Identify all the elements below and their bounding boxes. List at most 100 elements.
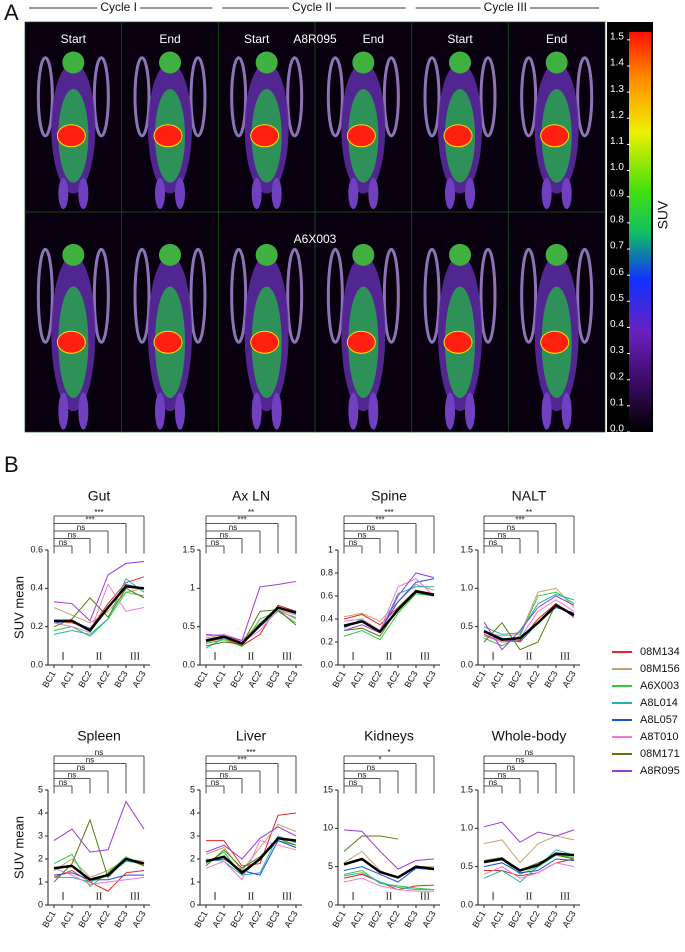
arm <box>479 56 497 138</box>
x-tick-label: AC1 <box>210 909 227 929</box>
subject-line <box>483 849 575 883</box>
leg <box>561 177 572 210</box>
colorbar <box>629 32 651 432</box>
organ <box>250 330 280 354</box>
cycle-annotation: II <box>526 651 533 662</box>
chart-title: Spleen <box>77 728 121 744</box>
cycle-annotation: II <box>248 651 255 662</box>
cycle-annotation: II <box>96 891 103 902</box>
leg <box>465 177 475 210</box>
y-tick-label: 1.5 <box>460 544 473 554</box>
leg <box>445 392 455 430</box>
arm <box>326 56 344 138</box>
significance-label: ns <box>229 523 237 532</box>
leg <box>465 392 475 430</box>
y-tick-label: 0.2 <box>30 621 43 631</box>
leg <box>175 392 185 430</box>
subject-line <box>205 580 297 642</box>
x-tick-label: AC1 <box>348 909 365 929</box>
significance-label: ns <box>525 748 533 757</box>
cycle-annotation: I <box>213 891 216 902</box>
x-tick-label: BC3 <box>264 669 281 689</box>
column-label: Start <box>244 32 270 46</box>
x-tick-label: BC1 <box>470 669 487 689</box>
cycle-annotation: I <box>213 651 216 662</box>
colorbar-label: SUV <box>655 200 671 229</box>
x-tick-label: BC3 <box>112 669 129 689</box>
subject-line <box>205 839 297 876</box>
x-tick-label: AC3 <box>282 909 299 929</box>
significance-label: ns <box>59 778 67 787</box>
y-tick-label: 0 <box>190 899 195 909</box>
mean-line <box>54 585 145 633</box>
subject-line <box>343 578 435 632</box>
y-tick-label: 0.4 <box>30 583 43 593</box>
organ <box>540 330 570 354</box>
subject-line <box>343 586 434 634</box>
significance-label: * <box>387 748 390 757</box>
significance-label: ns <box>229 763 237 772</box>
colorbar-tick-label: 0.9 <box>610 188 624 199</box>
organ <box>346 124 376 148</box>
y-tick-label: 0.6 <box>320 590 333 600</box>
subject-line <box>343 829 435 870</box>
cycle-annotation: III <box>130 891 140 902</box>
colorbar-tick-label: 0.8 <box>610 214 624 225</box>
cycle-annotation: III <box>420 891 430 902</box>
leg <box>155 177 165 210</box>
cycle-annotation: II <box>526 891 533 902</box>
cycle-annotation: I <box>351 891 354 902</box>
leg <box>348 392 359 430</box>
significance-label: *** <box>237 756 246 765</box>
cycle-label: Cycle III <box>484 0 527 14</box>
subject-line <box>343 873 435 891</box>
significance-label: ns <box>68 771 76 780</box>
arm <box>92 247 110 344</box>
arm <box>133 56 151 138</box>
y-tick-label: 0.2 <box>320 636 333 646</box>
y-tick-label: 5 <box>328 861 333 871</box>
legend-label: A8T010 <box>640 731 679 743</box>
arm <box>576 247 594 344</box>
x-tick-label: BC2 <box>76 909 93 929</box>
mean-line <box>343 857 435 879</box>
significance-label: ns <box>367 763 375 772</box>
x-tick-label: BC1 <box>330 909 347 929</box>
colorbar-tick-label: 1.2 <box>610 110 624 121</box>
head <box>545 243 568 266</box>
legend-label: 08M134 <box>640 646 680 658</box>
y-tick-label: 5 <box>190 784 195 794</box>
y-tick-label: 0 <box>328 899 333 909</box>
column-label: Start <box>447 32 473 46</box>
cycle-annotation: II <box>248 891 255 902</box>
x-tick-label: BC3 <box>542 909 559 929</box>
chart-title: Ax LN <box>232 488 270 504</box>
y-tick-label: 0.0 <box>30 659 43 669</box>
head <box>62 51 85 74</box>
x-tick-label: BC2 <box>76 669 93 689</box>
y-tick-label: 4 <box>190 807 195 817</box>
mean-line <box>343 590 435 634</box>
image-cell <box>507 211 606 433</box>
y-tick-label: 0.8 <box>320 567 333 577</box>
x-tick-label: AC2 <box>246 669 263 689</box>
leg <box>368 392 379 430</box>
arm <box>382 247 400 344</box>
label-bg <box>97 0 141 15</box>
subject-line <box>205 840 297 881</box>
subject-line <box>483 587 575 637</box>
subject-line <box>53 591 145 637</box>
organ <box>346 330 376 354</box>
organ <box>56 330 86 354</box>
x-tick-label: AC3 <box>420 909 437 929</box>
column-label: End <box>363 32 384 46</box>
significance-label: ns <box>498 771 506 780</box>
organ <box>540 124 570 148</box>
x-tick-label: BC2 <box>506 669 523 689</box>
x-tick-label: BC3 <box>264 909 281 929</box>
x-tick-label: AC1 <box>58 669 75 689</box>
leg <box>271 177 282 210</box>
organ <box>443 330 473 354</box>
arm <box>286 56 304 138</box>
arm <box>326 247 344 344</box>
